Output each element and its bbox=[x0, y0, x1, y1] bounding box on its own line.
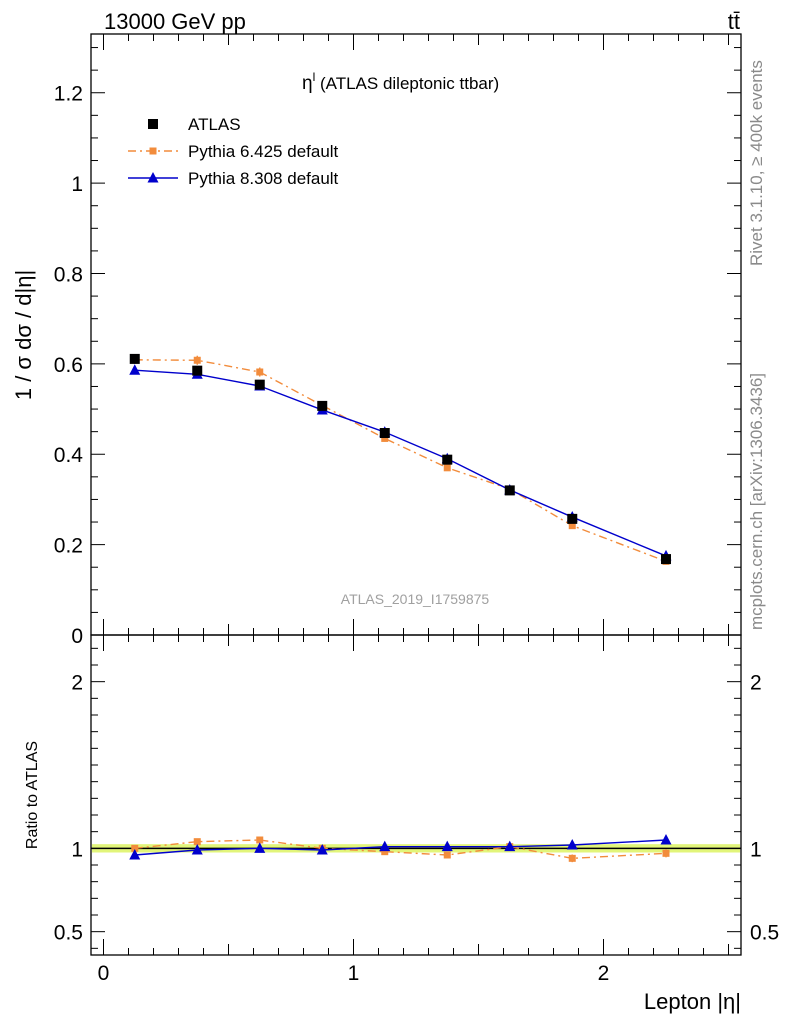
ratio-series-line bbox=[134, 839, 667, 860]
ratio-data-point bbox=[381, 848, 389, 856]
y-tick-label: 1.2 bbox=[54, 83, 83, 106]
legend-label: Pythia 6.425 default bbox=[188, 142, 339, 161]
series-line bbox=[134, 369, 667, 557]
ratio-data-point bbox=[191, 844, 203, 855]
data-point bbox=[442, 454, 453, 465]
ratio-data-point bbox=[379, 840, 391, 852]
x-tick-label: 1 bbox=[348, 962, 360, 985]
main-title: ηl (ATLAS dileptonic ttbar) bbox=[302, 70, 499, 94]
data-point bbox=[254, 379, 265, 390]
legend-marker bbox=[148, 119, 158, 129]
x-tick-label: 2 bbox=[598, 962, 610, 985]
data-point bbox=[381, 434, 389, 442]
data-point bbox=[379, 428, 390, 439]
data-point bbox=[661, 554, 671, 565]
ratio-data-point bbox=[443, 851, 451, 859]
legend-entry: ATLAS bbox=[148, 115, 241, 134]
data-point bbox=[568, 522, 576, 530]
legend-entry: Pythia 6.425 default bbox=[128, 142, 339, 161]
data-point bbox=[443, 464, 451, 472]
ratio-series-pythia-8-308-default bbox=[129, 834, 672, 860]
ratio-y-tick-label: 0.5 bbox=[750, 922, 779, 945]
legend-marker bbox=[147, 172, 159, 183]
ratio-data-point bbox=[193, 838, 201, 846]
ratio-data-point bbox=[129, 849, 141, 860]
legend-marker bbox=[149, 147, 157, 155]
y-tick-label: 0.2 bbox=[54, 535, 83, 558]
legend-label: Pythia 8.308 default bbox=[188, 169, 339, 188]
ratio-data-point bbox=[662, 849, 670, 857]
ratio-data-point bbox=[131, 844, 139, 852]
x-axis-ticks bbox=[103, 34, 729, 635]
ratio-y-tick-label: 2 bbox=[71, 672, 83, 695]
series-pythia-6-425-default bbox=[131, 355, 670, 565]
x-axis-label: Lepton |η| bbox=[644, 989, 741, 1014]
series-atlas bbox=[129, 353, 671, 565]
data-point bbox=[317, 400, 328, 411]
y-tick-label: 0.4 bbox=[54, 444, 84, 467]
y-tick-label: 0.6 bbox=[54, 354, 83, 377]
ratio-data-point bbox=[441, 840, 453, 852]
ratio-data-point bbox=[316, 844, 328, 855]
ratio-data-point bbox=[568, 854, 576, 862]
data-point bbox=[504, 485, 515, 496]
data-point bbox=[256, 368, 264, 376]
legend-entry: Pythia 8.308 default bbox=[128, 169, 339, 188]
ratio-data-point bbox=[566, 839, 578, 850]
series-line bbox=[134, 359, 667, 562]
x-axis-ticks: 0 1 2 bbox=[98, 635, 729, 985]
legend-label: ATLAS bbox=[188, 115, 241, 134]
data-point bbox=[129, 364, 141, 375]
ratio-y-tick-label: 1 bbox=[71, 838, 83, 861]
x-tick-label: 0 bbox=[98, 962, 110, 985]
ratio-y-tick-label: 0.5 bbox=[54, 922, 83, 945]
ratio-plot-frame bbox=[90, 634, 742, 956]
y-axis-label: 1 / σ dσ / d|η| bbox=[11, 270, 36, 400]
data-point bbox=[567, 513, 578, 524]
ratio-y-axis-label: Ratio to ATLAS bbox=[24, 741, 41, 849]
ratio-data-point bbox=[254, 842, 266, 853]
ratio-data-point bbox=[660, 834, 672, 845]
legend: ATLAS Pythia 6.425 default Pythia 8.308 de… bbox=[128, 115, 339, 188]
title-rest: (ATLAS dileptonic ttbar) bbox=[315, 74, 499, 93]
ratio-data-point bbox=[256, 836, 264, 844]
ratio-y-tick-label: 2 bbox=[750, 672, 762, 695]
energy-label: 13000 GeV pp bbox=[104, 9, 246, 34]
y-tick-label: 0 bbox=[71, 625, 83, 648]
data-point bbox=[192, 365, 203, 376]
y-tick-label: 1 bbox=[71, 173, 83, 196]
process-label: tt̄ bbox=[728, 9, 740, 34]
data-point bbox=[129, 353, 140, 364]
mcplots-label: mcplots.cern.ch [arXiv:1306.3436] bbox=[747, 373, 766, 630]
series-pythia-8-308-default bbox=[129, 364, 672, 561]
y-tick-label: 0.8 bbox=[54, 263, 83, 286]
title-sup: l bbox=[313, 70, 316, 84]
ratio-y-ticks: 0.5 0.5 1 1 2 2 bbox=[54, 647, 779, 949]
ratio-y-tick-label: 1 bbox=[750, 838, 762, 861]
title-eta: η bbox=[302, 73, 313, 94]
ratio-plot: 0 1 2 0.5 0.5 1 1 2 2 bbox=[54, 634, 779, 985]
y-axis-ticks: 0 0.2 0.4 0.6 0.8 1 1.2 bbox=[54, 47, 741, 648]
rivet-label: Rivet 3.1.10, ≥ 400k events bbox=[747, 60, 766, 266]
main-plot: 0 0.2 0.4 0.6 0.8 1 1.2 bbox=[54, 33, 742, 648]
analysis-watermark: ATLAS_2019_I1759875 bbox=[341, 591, 490, 607]
ratio-data-point bbox=[504, 840, 516, 852]
data-point bbox=[193, 356, 201, 364]
